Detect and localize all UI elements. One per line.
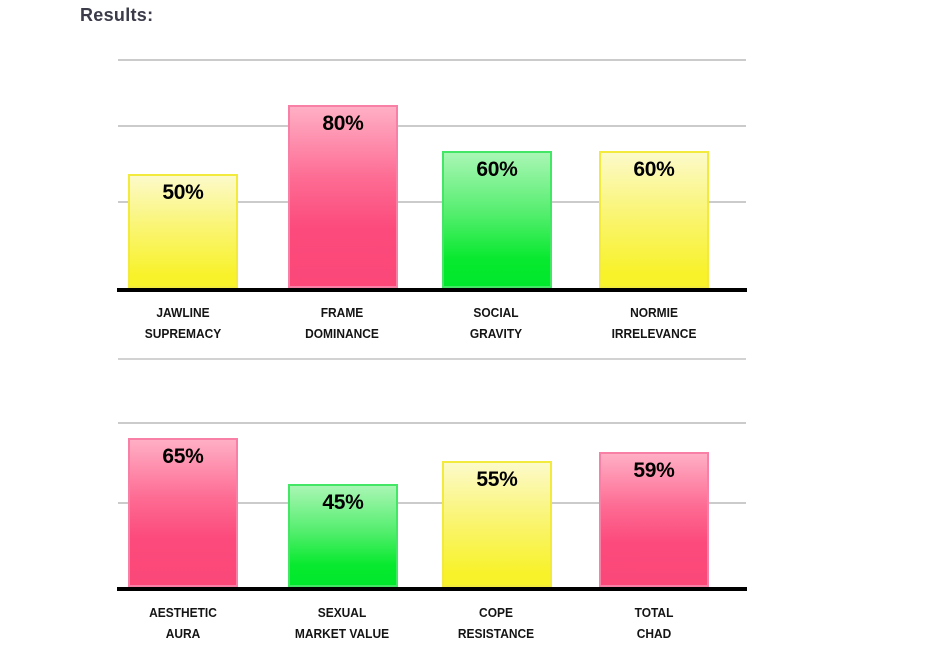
gridline	[118, 502, 746, 504]
gridline	[118, 422, 746, 424]
bar-value-label: 60%	[476, 157, 518, 181]
bar-chart-1: 50% 80% 60% 60%	[117, 59, 747, 292]
bar-value-label: 59%	[633, 458, 675, 482]
category-label-cope-resistance: COPE RESISTANCE	[418, 602, 574, 644]
bar-total-chad: 59%	[599, 451, 709, 587]
x-axis-line	[117, 288, 747, 292]
gridline	[118, 59, 746, 61]
category-label-line: NORMIE	[630, 305, 678, 320]
category-label-line: FRAME	[320, 305, 364, 320]
category-label-line: SUPREMACY	[144, 326, 222, 341]
bar-aesthetic-aura: 65%	[128, 438, 238, 587]
category-label-social-gravity: SOCIAL GRAVITY	[418, 302, 574, 344]
bar-value-label: 65%	[162, 445, 204, 469]
bar-jawline-supremacy: 50%	[128, 173, 238, 288]
category-label-line: GRAVITY	[469, 326, 523, 341]
category-label-line: JAWLINE	[156, 305, 210, 320]
x-axis-line	[117, 587, 747, 591]
category-label-line: AESTHETIC	[149, 605, 217, 620]
bar-social-gravity: 60%	[442, 150, 552, 288]
category-label-normie-irrelevance: NORMIE IRRELEVANCE	[576, 302, 732, 344]
category-label-line: MARKET VALUE	[294, 626, 390, 641]
category-label-sexual-market-value: SEXUAL MARKET VALUE	[264, 602, 420, 644]
bar-chart-2: 65% 45% 55% 59%	[117, 422, 747, 591]
gridline	[118, 125, 746, 127]
category-label-frame-dominance: FRAME DOMINANCE	[264, 302, 420, 344]
bar-value-label: 45%	[322, 490, 364, 514]
category-label-line: SOCIAL	[473, 305, 519, 320]
bar-value-label: 80%	[322, 111, 364, 135]
category-label-line: DOMINANCE	[305, 326, 379, 341]
bar-frame-dominance: 80%	[288, 104, 398, 288]
category-label-total-chad: TOTAL CHAD	[576, 602, 732, 644]
section-divider	[118, 358, 746, 360]
category-label-line: RESISTANCE	[457, 626, 535, 641]
page-title: Results:	[80, 5, 154, 25]
category-label-line: COPE	[479, 605, 513, 620]
gridline	[118, 201, 746, 203]
bar-normie-irrelevance: 60%	[599, 150, 709, 288]
bar-sexual-market-value: 45%	[288, 483, 398, 587]
bar-value-label: 55%	[476, 468, 518, 492]
category-label-line: SEXUAL	[317, 605, 367, 620]
bar-value-label: 50%	[162, 180, 204, 204]
category-label-aesthetic-aura: AESTHETIC AURA	[105, 602, 261, 644]
category-label-line: TOTAL	[634, 605, 674, 620]
category-label-jawline-supremacy: JAWLINE SUPREMACY	[105, 302, 261, 344]
category-label-line: AURA	[165, 626, 201, 641]
category-label-line: CHAD	[636, 626, 672, 641]
bar-value-label: 60%	[633, 157, 675, 181]
category-label-line: IRRELEVANCE	[611, 326, 697, 341]
bar-cope-resistance: 55%	[442, 461, 552, 587]
